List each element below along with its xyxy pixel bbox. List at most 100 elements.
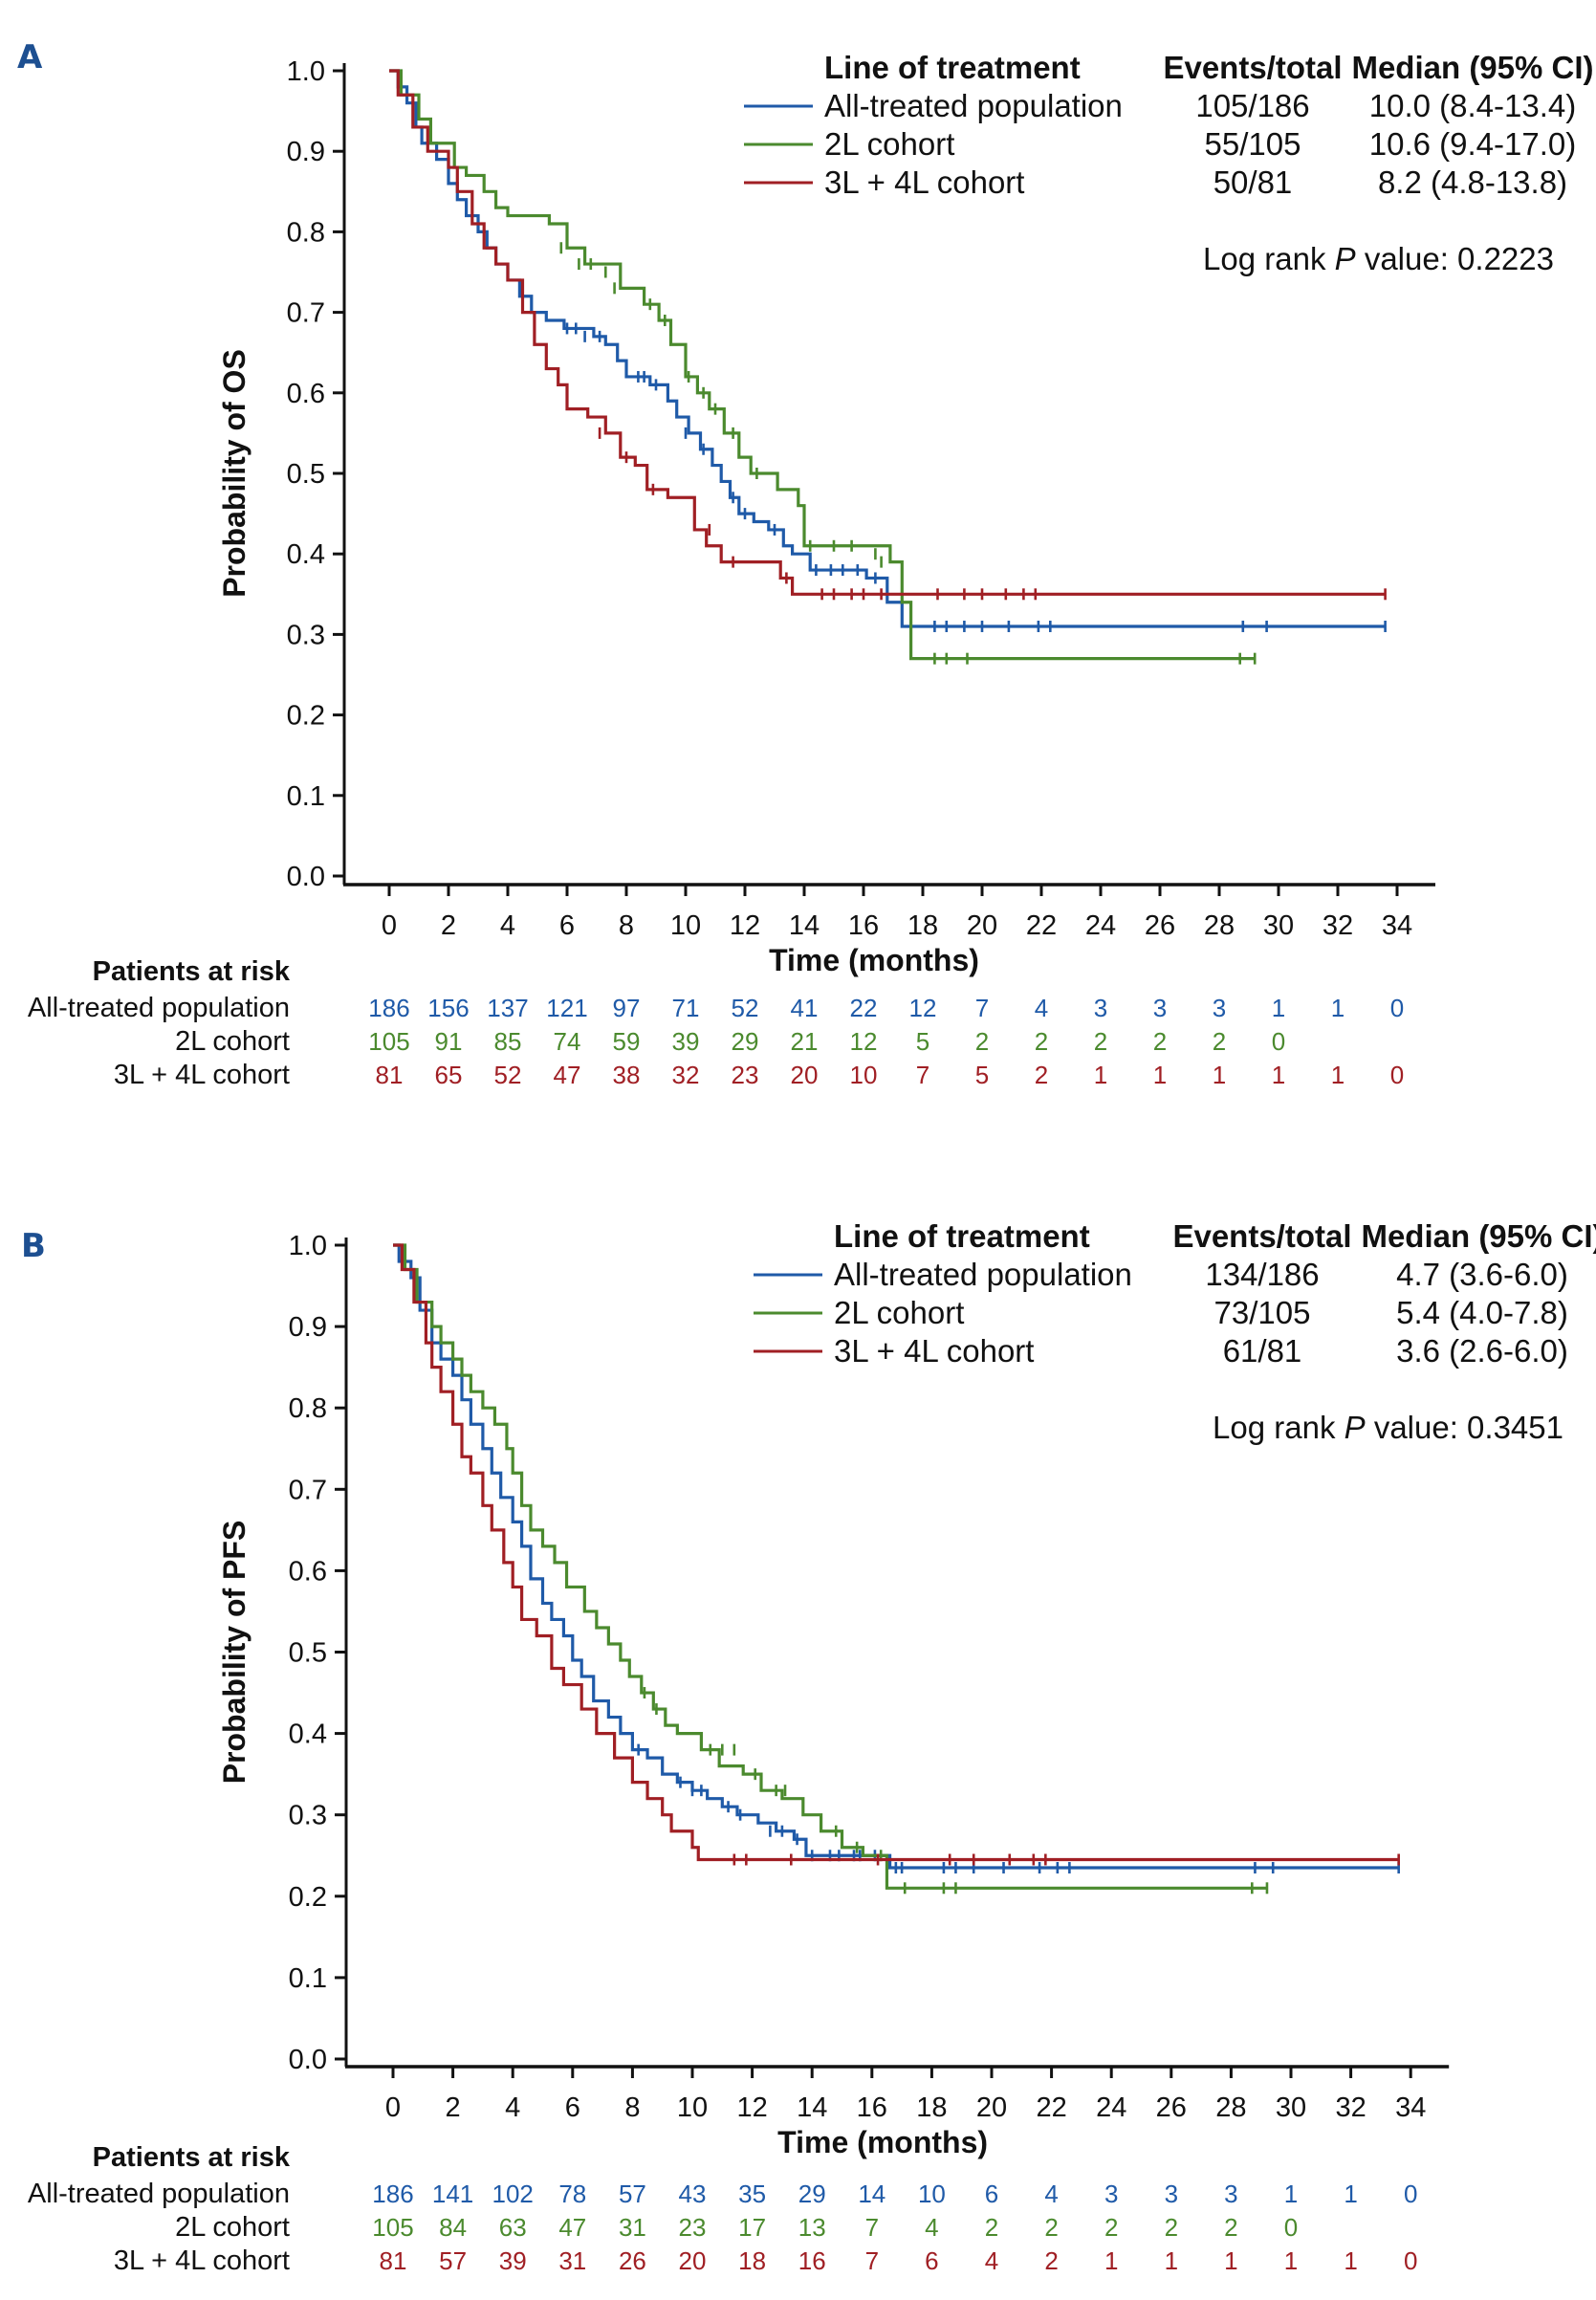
y-tick-label: 0.0 [287, 862, 325, 892]
at-risk-value-all: 186 [372, 2180, 413, 2208]
legend-header-events: Events/total [1172, 1218, 1351, 1254]
legend-header-line: Line of treatment [834, 1218, 1090, 1254]
at-risk-value-all: 29 [798, 2180, 826, 2208]
log-rank-p-value: Log rank P value: 0.2223 [1203, 241, 1554, 276]
at-risk-value-all: 3 [1224, 2180, 1237, 2208]
at-risk-value-3L4L: 5 [975, 1061, 989, 1089]
y-tick-label: 0.4 [287, 539, 325, 570]
x-tick-label: 20 [976, 2092, 1007, 2123]
legend-events-all: 105/186 [1195, 88, 1309, 123]
y-tick-label: 0.2 [289, 1882, 327, 1913]
at-risk-value-all: 41 [791, 994, 819, 1022]
at-risk-value-3L4L: 1 [1344, 2246, 1357, 2275]
p-value-italic-p: P [1335, 241, 1356, 276]
at-risk-title: Patients at risk [93, 956, 291, 987]
at-risk-value-3L4L: 39 [499, 2246, 527, 2275]
y-tick-label: 0.5 [287, 459, 325, 490]
legend-header-median: Median (95% CI) [1351, 50, 1593, 85]
at-risk-value-2L: 84 [439, 2213, 467, 2242]
at-risk-value-3L4L: 1 [1331, 1061, 1345, 1089]
at-risk-value-2L: 74 [554, 1027, 581, 1056]
at-risk-value-3L4L: 7 [865, 2246, 879, 2275]
at-risk-value-2L: 2 [1104, 2213, 1118, 2242]
legend-median-all: 10.0 (8.4-13.4) [1369, 88, 1576, 123]
x-tick-label: 4 [500, 910, 515, 941]
at-risk-row-label-2L: 2L cohort [175, 1026, 290, 1057]
x-tick-label: 8 [624, 2092, 640, 2123]
panel-b-pfs-chart: 0.00.10.20.30.40.50.60.70.80.91.00 2 4 6 8 10… [28, 1218, 1596, 2276]
at-risk-value-all: 22 [850, 994, 878, 1022]
y-tick-label: 0.3 [289, 1801, 327, 1831]
y-tick-label: 0.7 [287, 298, 325, 329]
y-tick-label: 0.9 [289, 1312, 327, 1343]
at-risk-row-label-2L: 2L cohort [175, 2212, 290, 2243]
at-risk-value-all: 141 [432, 2180, 473, 2208]
legend-median-all: 4.7 (3.6-6.0) [1396, 1257, 1568, 1292]
y-tick-label: 0.8 [287, 217, 325, 248]
at-risk-value-3L4L: 6 [925, 2246, 938, 2275]
x-tick-label: 16 [857, 2092, 887, 2123]
y-tick-label: 0.3 [287, 620, 325, 650]
legend-events-2L: 55/105 [1205, 126, 1301, 162]
at-risk-row-label-all: All-treated population [28, 993, 290, 1023]
y-tick-label: 0.0 [289, 2045, 327, 2075]
at-risk-value-all: 3 [1213, 994, 1226, 1022]
at-risk-row-label-all: All-treated population [28, 2179, 290, 2209]
x-tick-label: 24 [1096, 2092, 1126, 2123]
at-risk-value-all: 4 [1044, 2180, 1058, 2208]
y-tick-label: 1.0 [287, 56, 325, 87]
at-risk-value-3L4L: 16 [798, 2246, 826, 2275]
at-risk-value-all: 3 [1094, 994, 1107, 1022]
at-risk-value-2L: 4 [925, 2213, 938, 2242]
x-tick-label: 24 [1085, 910, 1116, 941]
legend-header-line: Line of treatment [824, 50, 1081, 85]
at-risk-value-3L4L: 1 [1165, 2246, 1178, 2275]
y-tick-label: 1.0 [289, 1231, 327, 1261]
at-risk-value-3L4L: 81 [380, 2246, 407, 2275]
at-risk-value-2L: 91 [435, 1027, 463, 1056]
p-value-prefix: Log rank [1203, 241, 1335, 276]
x-axis-title: Time (months) [769, 943, 979, 977]
at-risk-value-all: 3 [1153, 994, 1167, 1022]
at-risk-value-all: 1 [1344, 2180, 1357, 2208]
at-risk-value-3L4L: 65 [435, 1061, 463, 1089]
at-risk-value-3L4L: 1 [1213, 1061, 1226, 1089]
at-risk-value-all: 6 [985, 2180, 998, 2208]
at-risk-value-all: 57 [619, 2180, 646, 2208]
at-risk-value-all: 97 [613, 994, 641, 1022]
at-risk-value-2L: 2 [1213, 1027, 1226, 1056]
x-tick-label: 8 [619, 910, 634, 941]
at-risk-value-3L4L: 2 [1035, 1061, 1048, 1089]
at-risk-value-2L: 85 [494, 1027, 522, 1056]
x-tick-label: 22 [1036, 2092, 1066, 2123]
y-tick-label: 0.8 [289, 1393, 327, 1424]
at-risk-value-3L4L: 0 [1390, 1061, 1404, 1089]
at-risk-value-3L4L: 32 [672, 1061, 700, 1089]
km-curve-all [393, 1243, 1399, 1870]
x-tick-label: 32 [1323, 910, 1353, 941]
x-tick-label: 26 [1145, 910, 1175, 941]
x-axis-title: Time (months) [777, 2125, 988, 2159]
y-axis-title: Probability of OS [217, 349, 251, 598]
km-curve-3L4L [393, 1243, 1399, 1862]
at-risk-value-3L4L: 1 [1094, 1061, 1107, 1089]
legend-median-2L: 10.6 (9.4-17.0) [1369, 126, 1576, 162]
at-risk-value-3L4L: 18 [738, 2246, 766, 2275]
at-risk-value-all: 7 [975, 994, 989, 1022]
at-risk-value-all: 71 [672, 994, 700, 1022]
at-risk-value-3L4L: 4 [985, 2246, 998, 2275]
x-tick-label: 18 [907, 910, 938, 941]
at-risk-value-2L: 105 [368, 1027, 409, 1056]
at-risk-value-3L4L: 47 [554, 1061, 581, 1089]
at-risk-value-2L: 105 [372, 2213, 413, 2242]
x-tick-label: 30 [1276, 2092, 1306, 2123]
legend-events-3L4L: 61/81 [1223, 1333, 1302, 1369]
y-tick-label: 0.5 [289, 1638, 327, 1669]
at-risk-value-2L: 2 [985, 2213, 998, 2242]
legend-median-3L4L: 8.2 (4.8-13.8) [1378, 164, 1567, 200]
y-tick-label: 0.7 [289, 1475, 327, 1505]
x-tick-label: 10 [670, 910, 701, 941]
y-tick-label: 0.1 [287, 781, 325, 812]
y-tick-label: 0.1 [289, 1963, 327, 1994]
legend-median-3L4L: 3.6 (2.6-6.0) [1396, 1333, 1568, 1369]
